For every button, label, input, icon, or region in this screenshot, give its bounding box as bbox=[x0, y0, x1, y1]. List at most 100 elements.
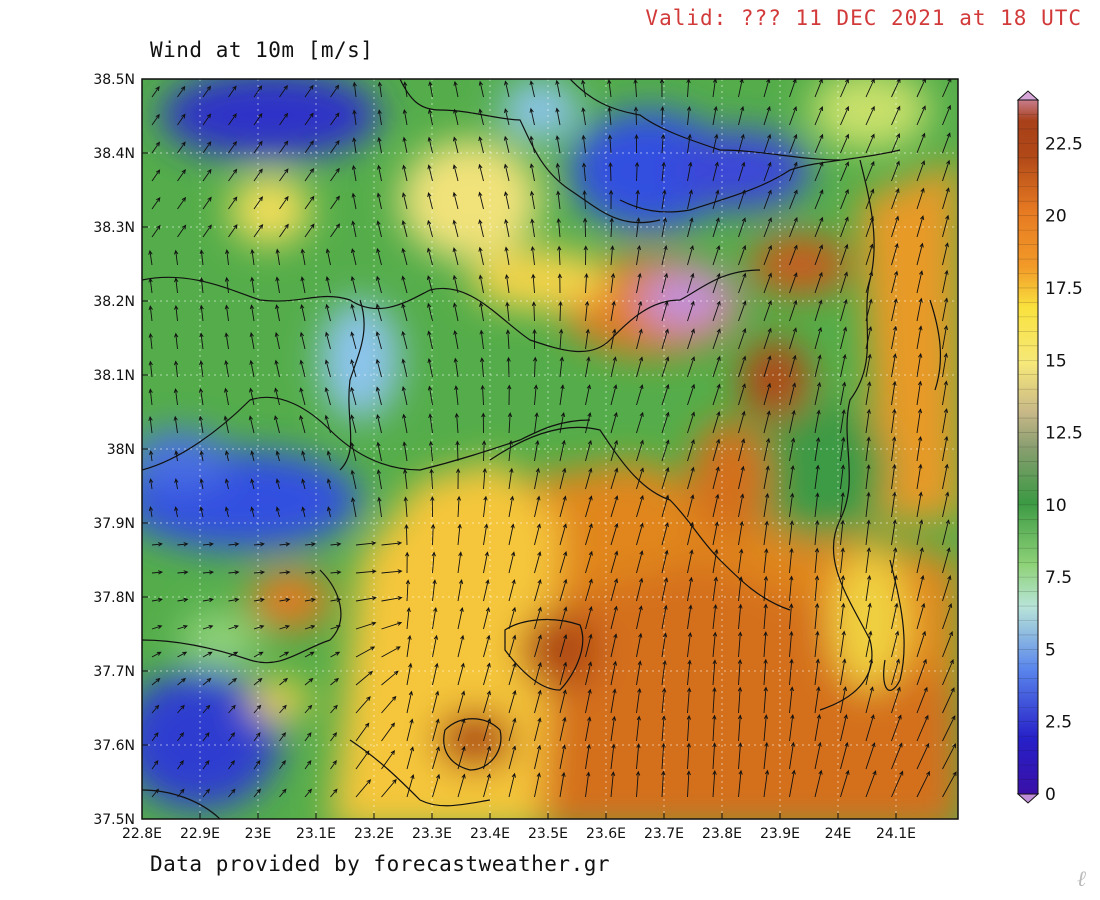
wind-arrow bbox=[559, 744, 567, 770]
wind-arrow bbox=[916, 132, 926, 154]
wind-arrow bbox=[865, 742, 876, 770]
wind-arrow bbox=[228, 224, 238, 238]
wind-arrow bbox=[942, 297, 949, 322]
wind-arrow bbox=[865, 630, 873, 658]
wind-arrow bbox=[430, 523, 436, 546]
wind-arrow bbox=[865, 658, 874, 686]
wind-arrow bbox=[865, 160, 875, 182]
wind-arrow bbox=[661, 466, 670, 490]
wind-arrow bbox=[942, 547, 951, 574]
wind-arrow bbox=[299, 331, 306, 350]
wind-arrow bbox=[224, 506, 229, 518]
wind-arrow bbox=[454, 385, 459, 406]
wind-arrow bbox=[148, 277, 153, 294]
wind-arrow bbox=[507, 384, 512, 406]
wind-arrow bbox=[376, 192, 382, 210]
wind-arrow bbox=[737, 714, 743, 742]
wind-arrow bbox=[865, 325, 873, 350]
wind-arrow bbox=[865, 408, 871, 434]
wind-arrow bbox=[275, 450, 280, 462]
wind-arrow bbox=[840, 188, 849, 210]
wind-arrow bbox=[279, 624, 290, 630]
lon-tick-label: 23.4E bbox=[470, 826, 510, 842]
wind-arrow bbox=[304, 788, 313, 798]
wind-arrow bbox=[840, 658, 847, 686]
wind-arrow bbox=[503, 108, 510, 126]
wind-arrow bbox=[712, 410, 721, 434]
wind-arrow bbox=[585, 328, 590, 350]
wind-arrow bbox=[916, 297, 923, 322]
wind-arrow bbox=[177, 651, 188, 658]
wind-arrow bbox=[427, 164, 433, 182]
wind-arrow bbox=[228, 168, 238, 182]
wind-arrow bbox=[738, 493, 745, 518]
wind-arrow bbox=[279, 732, 287, 742]
wind-arrow bbox=[529, 107, 535, 126]
wind-arrow bbox=[661, 715, 666, 742]
wind-arrow bbox=[814, 436, 821, 462]
lat-tick-label: 38N bbox=[107, 442, 135, 458]
wind-arrow bbox=[814, 354, 822, 378]
wind-arrow bbox=[534, 412, 539, 434]
wind-arrow bbox=[202, 542, 214, 547]
wind-arrow bbox=[228, 732, 236, 742]
wind-arrow bbox=[275, 276, 280, 294]
wind-arrow bbox=[738, 769, 743, 798]
wind-arrow bbox=[891, 270, 899, 294]
wind-arrow bbox=[202, 624, 214, 630]
wind-arrow bbox=[712, 105, 718, 126]
wind-arrow bbox=[177, 677, 187, 686]
wind-arrow bbox=[687, 217, 694, 238]
wind-arrow bbox=[814, 381, 822, 406]
wind-arrow bbox=[432, 662, 439, 686]
wind-arrow bbox=[763, 327, 772, 350]
wind-arrow bbox=[275, 248, 280, 266]
wind-arrow bbox=[738, 300, 747, 322]
wind-arrow bbox=[814, 409, 821, 434]
wind-arrow bbox=[405, 551, 410, 574]
wind-arrow bbox=[687, 604, 693, 630]
wind-arrow bbox=[506, 356, 511, 378]
wind-arrow bbox=[661, 549, 669, 574]
wind-arrow bbox=[584, 272, 589, 294]
wind-arrow bbox=[250, 506, 255, 518]
wind-arrow bbox=[330, 167, 340, 182]
wind-arrow bbox=[942, 408, 949, 434]
wind-arrow bbox=[199, 332, 204, 350]
wind-arrow bbox=[304, 167, 315, 182]
wind-arrow bbox=[610, 522, 619, 546]
wind-arrow bbox=[151, 624, 163, 630]
wind-arrow bbox=[427, 357, 433, 378]
wind-arrow bbox=[381, 722, 396, 742]
wind-arrow bbox=[148, 360, 153, 378]
wind-arrow bbox=[351, 164, 357, 182]
wind-arrow bbox=[325, 248, 331, 266]
wind-arrow bbox=[228, 113, 237, 126]
wind-arrow bbox=[712, 576, 718, 602]
wind-arrow bbox=[687, 576, 694, 602]
wind-arrow bbox=[300, 248, 306, 266]
watermark-logo: ℓ bbox=[1076, 867, 1086, 892]
wind-arrow bbox=[814, 713, 822, 742]
wind-arrow bbox=[916, 519, 924, 546]
wind-arrow bbox=[304, 651, 315, 658]
wind-arrow bbox=[737, 686, 743, 714]
wind-arrow bbox=[559, 411, 566, 434]
wind-arrow bbox=[891, 463, 897, 490]
wind-arrow bbox=[253, 597, 265, 603]
wind-arrow bbox=[942, 435, 949, 462]
wind-arrow bbox=[891, 188, 900, 210]
wind-arrow bbox=[274, 359, 280, 378]
wind-arrow bbox=[865, 686, 874, 714]
wind-arrow bbox=[228, 570, 240, 575]
colorbar-label: 10 bbox=[1045, 496, 1067, 516]
wind-arrow bbox=[661, 328, 669, 350]
wind-arrow bbox=[177, 85, 186, 98]
wind-arrow bbox=[686, 105, 692, 126]
wind-arrow bbox=[814, 602, 820, 630]
wind-arrow bbox=[636, 494, 644, 518]
wind-arrow bbox=[432, 690, 440, 714]
wind-arrow bbox=[581, 162, 587, 182]
wind-arrow bbox=[636, 328, 643, 350]
wind-arrow bbox=[481, 440, 487, 462]
